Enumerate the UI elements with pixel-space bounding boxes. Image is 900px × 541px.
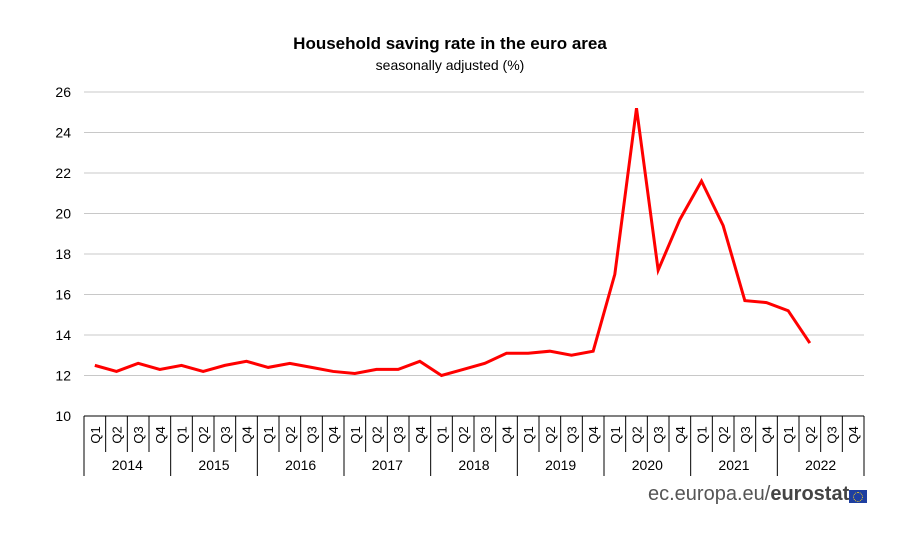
x-tick-label-quarter: Q3 xyxy=(478,426,493,443)
x-tick-label-quarter: Q2 xyxy=(196,426,211,443)
x-tick-label-quarter: Q1 xyxy=(608,426,623,443)
source-brand: eurostat xyxy=(770,483,850,505)
x-tick-label-quarter: Q2 xyxy=(110,426,125,443)
x-tick-label-quarter: Q2 xyxy=(630,426,645,443)
x-tick-label-quarter: Q1 xyxy=(261,426,276,443)
x-tick-label-quarter: Q3 xyxy=(565,426,580,443)
y-tick-label: 20 xyxy=(55,206,71,222)
x-tick-label-year: 2020 xyxy=(632,457,663,473)
x-tick-label-quarter: Q1 xyxy=(781,426,796,443)
x-tick-label-quarter: Q3 xyxy=(825,426,840,443)
x-tick-label-year: 2015 xyxy=(198,457,229,473)
x-tick-label-year: 2016 xyxy=(285,457,316,473)
x-tick-label-year: 2017 xyxy=(372,457,403,473)
y-tick-label: 14 xyxy=(55,327,71,343)
x-tick-label-quarter: Q3 xyxy=(218,426,233,443)
x-tick-label-year: 2018 xyxy=(458,457,489,473)
x-tick-label-quarter: Q2 xyxy=(716,426,731,443)
y-tick-label: 16 xyxy=(55,287,71,303)
x-tick-label-quarter: Q3 xyxy=(391,426,406,443)
series-line xyxy=(94,108,812,378)
x-tick-label-quarter: Q1 xyxy=(348,426,363,443)
x-tick-label-quarter: Q4 xyxy=(673,426,688,443)
x-tick-label-quarter: Q1 xyxy=(521,426,536,443)
x-tick-label-year: 2021 xyxy=(718,457,749,473)
x-tick-label-quarter: Q3 xyxy=(131,426,146,443)
x-tick-label-quarter: Q4 xyxy=(586,426,601,443)
x-tick-label-quarter: Q3 xyxy=(651,426,666,443)
x-tick-label-quarter: Q4 xyxy=(240,426,255,443)
x-tick-label-quarter: Q1 xyxy=(435,426,450,443)
y-tick-label: 12 xyxy=(55,368,71,384)
x-tick-label-quarter: Q1 xyxy=(88,426,103,443)
x-tick-label-quarter: Q4 xyxy=(413,426,428,443)
x-tick-label-quarter: Q4 xyxy=(326,426,341,443)
chart-subtitle: seasonally adjusted (%) xyxy=(375,57,525,73)
x-tick-label-quarter: Q2 xyxy=(370,426,385,443)
x-tick-label-quarter: Q2 xyxy=(456,426,471,443)
source-domain: ec.europa.eu/ xyxy=(648,483,771,505)
x-tick-label-year: 2022 xyxy=(805,457,836,473)
x-tick-label-quarter: Q2 xyxy=(283,426,298,443)
x-tick-label-quarter: Q4 xyxy=(500,426,515,443)
source-credit: ec.europa.eu/eurostat xyxy=(648,483,849,506)
y-tick-label: 22 xyxy=(55,165,71,181)
x-tick-label-quarter: Q2 xyxy=(543,426,558,443)
x-tick-label-quarter: Q4 xyxy=(760,426,775,443)
chart-title: Household saving rate in the euro area xyxy=(293,34,607,53)
y-tick-label: 26 xyxy=(55,84,71,100)
x-tick-label-quarter: Q1 xyxy=(175,426,190,443)
y-tick-label: 18 xyxy=(55,246,71,262)
y-tick-label: 24 xyxy=(55,125,71,141)
x-tick-label-quarter: Q3 xyxy=(305,426,320,443)
eu-flag-icon xyxy=(849,490,867,503)
x-tick-label-quarter: Q1 xyxy=(695,426,710,443)
x-tick-label-quarter: Q4 xyxy=(846,426,861,443)
x-tick-label-year: 2019 xyxy=(545,457,576,473)
y-tick-label: 10 xyxy=(55,408,71,424)
x-tick-label-quarter: Q3 xyxy=(738,426,753,443)
x-tick-label-quarter: Q2 xyxy=(803,426,818,443)
x-tick-label-quarter: Q4 xyxy=(153,426,168,443)
x-tick-label-year: 2014 xyxy=(112,457,143,473)
